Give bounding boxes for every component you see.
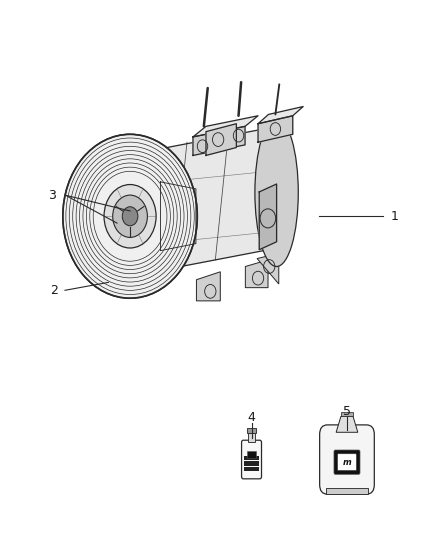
Bar <box>247 433 255 442</box>
Polygon shape <box>126 121 290 277</box>
Ellipse shape <box>255 118 298 266</box>
Bar <box>244 456 259 460</box>
Text: 1: 1 <box>391 210 399 223</box>
Text: m: m <box>343 458 351 467</box>
FancyBboxPatch shape <box>337 454 357 471</box>
Bar <box>247 428 256 433</box>
Bar <box>244 467 259 471</box>
Text: 4: 4 <box>247 411 255 424</box>
FancyBboxPatch shape <box>320 425 374 494</box>
Circle shape <box>113 195 148 237</box>
Polygon shape <box>193 116 258 137</box>
Text: 2: 2 <box>50 284 58 297</box>
Polygon shape <box>193 126 245 156</box>
Polygon shape <box>259 184 276 249</box>
FancyBboxPatch shape <box>242 440 261 479</box>
Text: 3: 3 <box>48 189 56 201</box>
FancyBboxPatch shape <box>334 450 360 474</box>
Polygon shape <box>258 116 293 142</box>
Polygon shape <box>258 107 303 124</box>
Polygon shape <box>336 416 358 432</box>
Text: 5: 5 <box>343 406 351 418</box>
Polygon shape <box>257 253 279 284</box>
Bar <box>341 412 353 416</box>
Ellipse shape <box>63 134 197 298</box>
Polygon shape <box>160 182 196 251</box>
Polygon shape <box>196 272 220 301</box>
Bar <box>247 450 256 458</box>
Polygon shape <box>206 124 237 156</box>
Bar <box>244 462 259 466</box>
Polygon shape <box>245 260 268 288</box>
Circle shape <box>104 184 156 248</box>
Bar <box>326 488 367 494</box>
Circle shape <box>122 207 138 226</box>
